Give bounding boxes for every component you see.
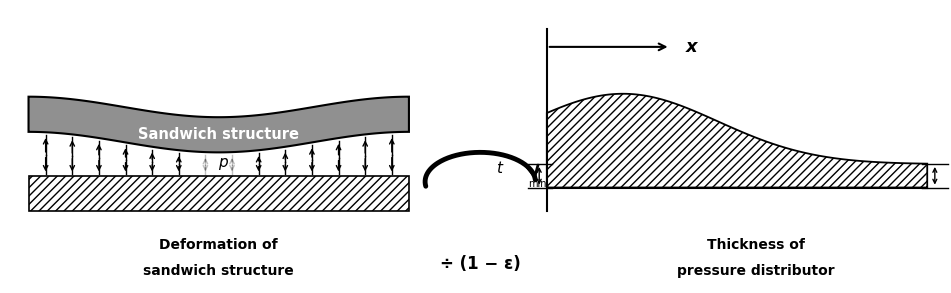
Text: Thickness of: Thickness of <box>708 238 805 252</box>
Text: min.: min. <box>528 179 550 189</box>
Text: Deformation of: Deformation of <box>160 238 278 252</box>
Text: $p$: $p$ <box>218 156 229 172</box>
Polygon shape <box>547 94 927 188</box>
Text: pressure distributor: pressure distributor <box>677 264 835 278</box>
Text: $t$: $t$ <box>495 161 504 176</box>
Text: Sandwich structure: Sandwich structure <box>138 127 300 142</box>
Text: ÷ (1 − ε): ÷ (1 − ε) <box>440 255 520 273</box>
Text: sandwich structure: sandwich structure <box>144 264 294 278</box>
Polygon shape <box>29 97 409 152</box>
Polygon shape <box>29 176 409 211</box>
Text: $\boldsymbol{x}$: $\boldsymbol{x}$ <box>685 38 700 56</box>
